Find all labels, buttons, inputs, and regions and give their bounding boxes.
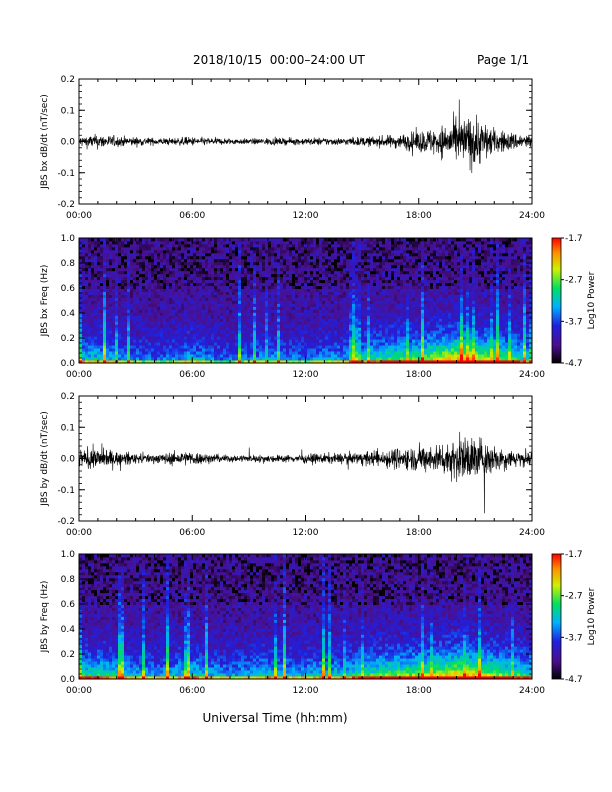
x-tick-label: 24:00 <box>519 686 545 696</box>
colorbar-tick-label: -2.7 <box>565 592 583 602</box>
y-tick-label: 0.0 <box>61 455 76 465</box>
page-indicator: Page 1/1 <box>477 53 530 67</box>
y-tick-label: -0.1 <box>57 169 75 179</box>
x-tick-label: 12:00 <box>293 370 319 380</box>
y-tick-label: 0.2 <box>61 392 75 402</box>
dbdt-trace <box>78 99 533 173</box>
y-tick-label: 1.0 <box>61 234 76 244</box>
x-tick-label: 06:00 <box>179 686 205 696</box>
by-spectrogram-panel: -1.7 -2.7 -3.7 -4.7 Log10 Power 00:00 06:00 12:… <box>40 550 597 696</box>
plot-frame <box>78 553 533 680</box>
x-tick-label: 24:00 <box>519 211 545 221</box>
y-axis-label: JBS bx dB/dt (nT/sec) <box>40 94 50 190</box>
y-tick-label: 0.8 <box>61 575 76 585</box>
x-tick-label: 18:00 <box>406 211 432 221</box>
y-axis-label: JBS by dB/dt (nT/sec) <box>40 411 50 507</box>
colorbar-tick-label: -1.7 <box>565 234 583 244</box>
x-tick-label: 06:00 <box>179 528 205 538</box>
y-axis-label: JBS by Freq (Hz) <box>40 581 50 654</box>
bx-spectrogram-panel: -1.7 -2.7 -3.7 -4.7 Log10 Power 00:00 06:00 12:… <box>40 234 597 380</box>
plot-frame <box>78 395 533 522</box>
x-axis-label: Universal Time (hh:mm) <box>202 711 347 725</box>
y-tick-label: 0.2 <box>61 334 75 344</box>
y-tick-label: 0.1 <box>61 423 75 433</box>
y-tick-label: 0.4 <box>61 625 76 635</box>
colorbar-label: Log10 Power <box>587 587 597 645</box>
colorbar-tick-label: -2.7 <box>565 276 583 286</box>
x-tick-label: 18:00 <box>406 370 432 380</box>
by-dbdt-panel: 00:00 06:00 12:00 18:00 24:00 -0.2 -0.1 0.0 0.1 0… <box>40 392 545 538</box>
spectrogram-cells <box>79 554 533 680</box>
y-tick-label: 0.4 <box>61 309 76 319</box>
y-axis-label: JBS bx Freq (Hz) <box>40 265 50 338</box>
bx-dbdt-panel: 00:00 06:00 12:00 18:00 24:00 -0.2 -0.1 0.0 0.1 0… <box>40 75 545 221</box>
colorbar-tick-label: -3.7 <box>565 633 583 643</box>
y-tick-label: 1.0 <box>61 550 76 560</box>
y-tick-label: 0.0 <box>61 675 76 685</box>
y-tick-label: 0.2 <box>61 75 75 85</box>
x-tick-label: 12:00 <box>293 686 319 696</box>
colorbar-tick-label: -4.7 <box>565 359 583 369</box>
spectrogram-cells <box>79 238 533 364</box>
x-tick-label: 06:00 <box>179 211 205 221</box>
y-tick-label: 0.6 <box>61 284 76 294</box>
y-tick-label: 0.8 <box>61 259 76 269</box>
y-tick-label: -0.2 <box>57 517 75 527</box>
x-tick-label: 06:00 <box>179 370 205 380</box>
y-tick-label: 0.1 <box>61 106 75 116</box>
y-tick-label: 0.0 <box>61 138 76 148</box>
colorbar-label: Log10 Power <box>587 271 597 329</box>
y-tick-label: -0.1 <box>57 486 75 496</box>
dbdt-trace <box>78 431 533 514</box>
y-tick-label: 0.0 <box>61 359 76 369</box>
x-tick-label: 18:00 <box>406 528 432 538</box>
plot-frame <box>78 237 533 364</box>
colorbar <box>551 553 562 680</box>
plot-title: 2018/10/15 00:00–24:00 UT <box>193 53 365 67</box>
colorbar-tick-label: -4.7 <box>565 675 583 685</box>
y-tick-label: 0.6 <box>61 600 76 610</box>
x-tick-label: 18:00 <box>406 686 432 696</box>
x-tick-label: 00:00 <box>66 528 92 538</box>
x-tick-label: 12:00 <box>293 211 319 221</box>
y-tick-label: -0.2 <box>57 200 75 210</box>
x-tick-label: 00:00 <box>66 370 92 380</box>
y-tick-label: 0.2 <box>61 650 75 660</box>
plot-frame <box>78 78 533 205</box>
x-tick-label: 24:00 <box>519 370 545 380</box>
x-tick-label: 00:00 <box>66 686 92 696</box>
colorbar-tick-label: -1.7 <box>565 550 583 560</box>
x-tick-label: 00:00 <box>66 211 92 221</box>
x-tick-label: 12:00 <box>293 528 319 538</box>
colorbar-tick-label: -3.7 <box>565 317 583 327</box>
x-tick-label: 24:00 <box>519 528 545 538</box>
colorbar <box>551 237 562 364</box>
